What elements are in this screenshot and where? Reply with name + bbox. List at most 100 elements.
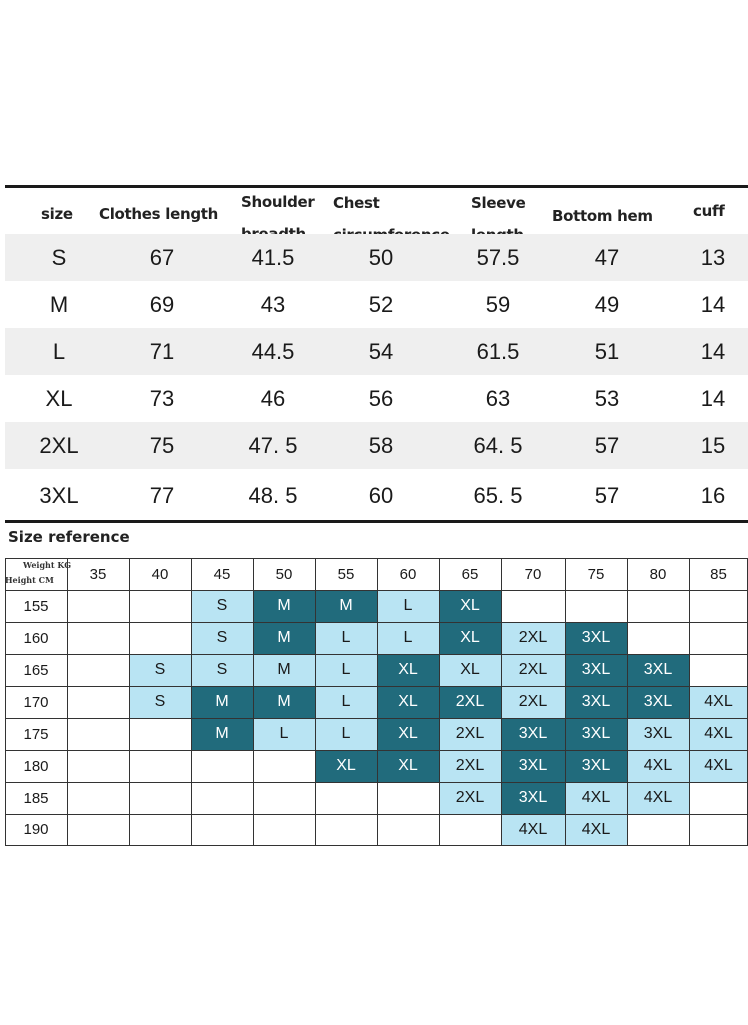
measurement-cell: 47 [594, 244, 620, 270]
size-cell: 3XL [501, 750, 565, 782]
measurement-cell: 49 [594, 291, 620, 317]
size-cell [315, 814, 377, 845]
measurement-cell: 57.5 [476, 244, 520, 270]
measurement-cell: 61.5 [476, 338, 520, 364]
grid-row-line [5, 750, 748, 751]
size-cell: 3XL [565, 750, 627, 782]
size-cell [129, 718, 191, 750]
height-header: 165 [23, 661, 49, 679]
size-cell: 4XL [627, 782, 689, 814]
size-cell [129, 782, 191, 814]
size-cell: L [377, 622, 439, 654]
measurement-cell: 60 [368, 482, 394, 508]
measurement-cell: 57 [594, 482, 620, 508]
height-header: 175 [23, 725, 49, 743]
grid-row-line [5, 814, 748, 815]
size-cell: 3XL [627, 654, 689, 686]
weight-header: 40 [151, 565, 169, 583]
size-cell [627, 590, 689, 622]
measurement-cell: 14 [700, 338, 726, 364]
size-cell: 2XL [501, 686, 565, 718]
header-size: size [41, 205, 73, 223]
size-cell [253, 782, 315, 814]
header-clothes-length: Clothes length [99, 205, 219, 223]
grid-column-line [315, 558, 316, 845]
size-label-cell: 2XL [39, 432, 79, 458]
measurement-cell: 16 [700, 482, 726, 508]
header-shoulder-line1: Shoulder [241, 193, 315, 211]
table-top-rule [5, 185, 748, 188]
size-cell [67, 590, 129, 622]
size-cell: 3XL [565, 654, 627, 686]
header-chest-line1: Chest [333, 194, 380, 212]
size-cell: 4XL [689, 718, 748, 750]
size-cell [67, 654, 129, 686]
weight-header: 60 [399, 565, 417, 583]
grid-row-line [5, 845, 748, 846]
measurement-cell: 65. 5 [473, 482, 523, 508]
measurement-cell: 15 [700, 432, 726, 458]
header-sleeve-line1: Sleeve [471, 194, 526, 212]
measurement-cell: 67 [149, 244, 175, 270]
size-cell [191, 814, 253, 845]
size-cell: 2XL [501, 654, 565, 686]
size-cell [253, 750, 315, 782]
size-cell [191, 750, 253, 782]
measurement-cell: 53 [594, 385, 620, 411]
grid-column-line [501, 558, 502, 845]
table-row: 3XL 77 48. 5 60 65. 5 57 16 [5, 469, 748, 522]
measurement-cell: 63 [485, 385, 511, 411]
weight-header: 35 [89, 565, 107, 583]
size-cell [377, 814, 439, 845]
size-cell: M [315, 590, 377, 622]
grid-column-line [67, 558, 68, 845]
height-header: 190 [23, 821, 49, 838]
weight-header: 50 [275, 565, 293, 583]
size-cell: XL [377, 686, 439, 718]
size-cell: 4XL [627, 750, 689, 782]
measurement-cell: 43 [260, 291, 286, 317]
size-cell: L [315, 718, 377, 750]
size-cell [67, 622, 129, 654]
measurement-cell: 46 [260, 385, 286, 411]
grid-column-line [191, 558, 192, 845]
height-header: 185 [23, 789, 49, 807]
measurement-cell: 41.5 [251, 244, 295, 270]
grid-column-line [377, 558, 378, 845]
measurement-cell: 13 [700, 244, 726, 270]
size-cell: XL [439, 654, 501, 686]
header-bottom-hem: Bottom hem [552, 207, 653, 225]
size-label-cell: 3XL [39, 482, 79, 508]
weight-header: 55 [337, 565, 355, 583]
grid-row-line [5, 654, 748, 655]
grid-row-line [5, 622, 748, 623]
measurement-cell: 69 [149, 291, 175, 317]
size-cell [191, 782, 253, 814]
size-cell: M [253, 654, 315, 686]
size-cell: XL [439, 590, 501, 622]
header-cuff: cuff [693, 202, 725, 220]
size-cell: 3XL [627, 718, 689, 750]
table-row: S 67 41.5 50 57.5 47 13 [5, 234, 748, 281]
size-cell: S [129, 686, 191, 718]
table-row: 2XL 75 47. 5 58 64. 5 57 15 [5, 422, 748, 469]
grid-row-line [5, 718, 748, 719]
grid-row-line [5, 782, 748, 783]
height-header: 155 [23, 597, 49, 615]
size-cell: 2XL [439, 686, 501, 718]
weight-header: 65 [461, 565, 479, 583]
size-cell [689, 654, 748, 686]
size-cell: M [253, 686, 315, 718]
size-cell: L [315, 686, 377, 718]
size-cell: S [191, 622, 253, 654]
grid-column-line [5, 558, 6, 845]
size-label-cell: L [52, 338, 66, 364]
measurement-cell: 73 [149, 385, 175, 411]
measurement-cell: 71 [149, 338, 175, 364]
height-header: 170 [23, 693, 49, 711]
size-cell: 2XL [501, 622, 565, 654]
measurement-cell: 56 [368, 385, 394, 411]
measurement-cell: 14 [700, 291, 726, 317]
size-cell: M [191, 686, 253, 718]
height-header: 180 [23, 757, 49, 775]
